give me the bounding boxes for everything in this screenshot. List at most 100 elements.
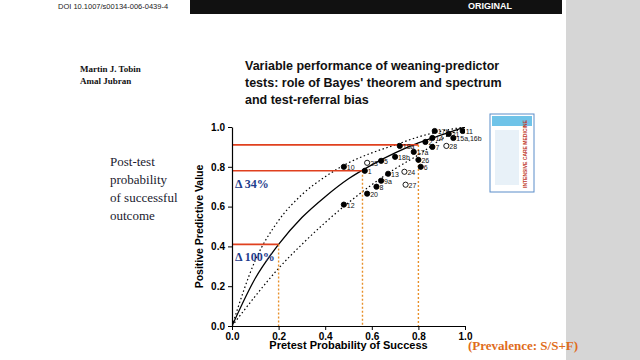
point-label: 18a bbox=[403, 143, 415, 150]
y-axis-tick: 0.2 bbox=[211, 281, 232, 292]
x-axis-title: Pretest Probability of Success bbox=[269, 339, 427, 351]
y-axis: 0.0 0.2 0.4 0.6 0.8 1.0 bbox=[211, 122, 232, 332]
x-axis-tick-mark bbox=[465, 326, 466, 330]
study-point-open bbox=[444, 143, 449, 148]
guide-horizontal bbox=[232, 244, 279, 246]
y-axis-tick-label: 0.8 bbox=[211, 162, 225, 173]
point-label: 8 bbox=[379, 184, 383, 191]
point-label: 10 bbox=[347, 164, 355, 171]
study-point bbox=[423, 139, 428, 144]
study-point bbox=[374, 184, 379, 189]
point-label: 5 bbox=[384, 158, 388, 165]
study-point bbox=[379, 178, 384, 183]
x-axis-tick-mark bbox=[279, 326, 280, 330]
point-label: 7 bbox=[435, 144, 439, 151]
delta-annotation: Δ 34% bbox=[235, 177, 269, 191]
slide-container: DOI 10.1007/s00134-006-0439-4ORIGINALMar… bbox=[0, 0, 640, 360]
y-axis-tick: 0.0 bbox=[211, 321, 232, 332]
point-label: 15a,16b bbox=[456, 135, 481, 142]
x-axis-tick-mark bbox=[232, 326, 233, 330]
study-point bbox=[393, 154, 398, 159]
y-axis-tick-label: 1.0 bbox=[211, 122, 225, 133]
study-point bbox=[365, 191, 370, 196]
guide-horizontal bbox=[232, 170, 362, 172]
study-point bbox=[460, 128, 465, 133]
side-note: Post-test bbox=[110, 154, 155, 169]
study-point bbox=[341, 164, 346, 169]
point-label: 17a bbox=[417, 149, 429, 156]
point-label: 28 bbox=[449, 143, 457, 150]
y-axis-tick: 0.4 bbox=[211, 241, 232, 252]
x-axis-note: (Prevalence: S/S+F) bbox=[468, 338, 578, 353]
point-label: 11 bbox=[466, 128, 473, 135]
delta-annotation: Δ 100% bbox=[235, 250, 275, 264]
study-point bbox=[418, 164, 423, 169]
y-axis-tick-mark bbox=[228, 127, 232, 128]
side-note: of successful bbox=[110, 190, 178, 205]
article-title: tests: role of Bayes' theorem and spectr… bbox=[245, 76, 502, 90]
study-point bbox=[341, 202, 346, 207]
point-label: 14 bbox=[435, 135, 443, 142]
author: Amal Jubran bbox=[80, 76, 131, 86]
header-bar bbox=[190, 0, 562, 14]
point-label: 13 bbox=[391, 171, 399, 178]
point-label: 24 bbox=[407, 169, 415, 176]
side-note: outcome bbox=[110, 208, 155, 223]
y-axis-tick: 0.8 bbox=[211, 162, 232, 173]
bayes-curve-dotted bbox=[232, 127, 465, 326]
author: Martin J. Tobin bbox=[80, 64, 141, 74]
y-axis-title: Positive Predictive Value bbox=[193, 164, 205, 288]
y-axis-tick-label: 0.4 bbox=[211, 241, 225, 252]
slide: DOI 10.1007/s00134-006-0439-4ORIGINALMar… bbox=[0, 0, 640, 360]
study-point-open bbox=[365, 160, 370, 165]
y-axis-tick-label: 0.6 bbox=[211, 201, 225, 212]
point-label: 23 bbox=[370, 160, 378, 167]
study-point-open bbox=[402, 169, 407, 174]
y-axis-tick: 0.6 bbox=[211, 201, 232, 212]
side-note: probability bbox=[110, 172, 168, 187]
point-label: 27 bbox=[409, 182, 417, 189]
study-point bbox=[362, 168, 367, 173]
y-axis-tick-label: 0.0 bbox=[211, 321, 225, 332]
point-label: 2 bbox=[428, 139, 432, 146]
cover-body bbox=[495, 130, 519, 185]
point-label: 17b bbox=[438, 128, 450, 135]
guide-vertical bbox=[418, 145, 419, 326]
side-strip bbox=[566, 0, 640, 360]
study-point bbox=[416, 157, 421, 162]
background bbox=[0, 0, 640, 360]
x-axis-tick-mark bbox=[325, 326, 326, 330]
guide-vertical bbox=[362, 171, 363, 326]
plot-marks bbox=[232, 127, 465, 326]
y-axis-tick-mark bbox=[228, 207, 232, 208]
x-axis-tick-mark bbox=[418, 326, 419, 330]
point-label: 18b bbox=[398, 154, 410, 161]
point-label: 26 bbox=[421, 157, 429, 164]
x-axis-line bbox=[233, 326, 466, 327]
point-label: 12 bbox=[347, 202, 355, 209]
doi: DOI 10.1007/s00134-006-0439-4 bbox=[58, 2, 168, 11]
x-axis-tick-mark bbox=[372, 326, 373, 330]
study-point bbox=[379, 158, 384, 163]
bayes-curve bbox=[232, 127, 465, 326]
bayes-curve-dotted bbox=[232, 127, 465, 326]
article-title: and test-referral bias bbox=[245, 93, 369, 107]
x-axis-tick: 0.0 bbox=[226, 326, 240, 342]
y-axis-tick-label: 0.2 bbox=[211, 281, 225, 292]
study-point bbox=[397, 143, 402, 148]
cover-text: INTENSIVE CARE MEDICINE bbox=[522, 120, 528, 188]
study-point-open bbox=[403, 182, 408, 187]
point-label: 9a bbox=[384, 178, 392, 185]
cover-frame bbox=[490, 114, 534, 192]
point-label: 6 bbox=[424, 164, 428, 171]
article-title: Variable performance of weaning-predicto… bbox=[245, 59, 499, 73]
x-axis-tick-label: 0.0 bbox=[226, 331, 240, 342]
y-axis-tick-mark bbox=[228, 326, 232, 327]
guide-vertical bbox=[278, 244, 279, 326]
y-axis-tick-mark bbox=[228, 246, 232, 247]
journal-cover: INTENSIVE CARE MEDICINE bbox=[490, 114, 534, 192]
study-point bbox=[432, 128, 437, 133]
point-label: 1 bbox=[368, 168, 372, 175]
y-axis-tick: 1.0 bbox=[211, 122, 232, 133]
study-point bbox=[411, 149, 416, 154]
